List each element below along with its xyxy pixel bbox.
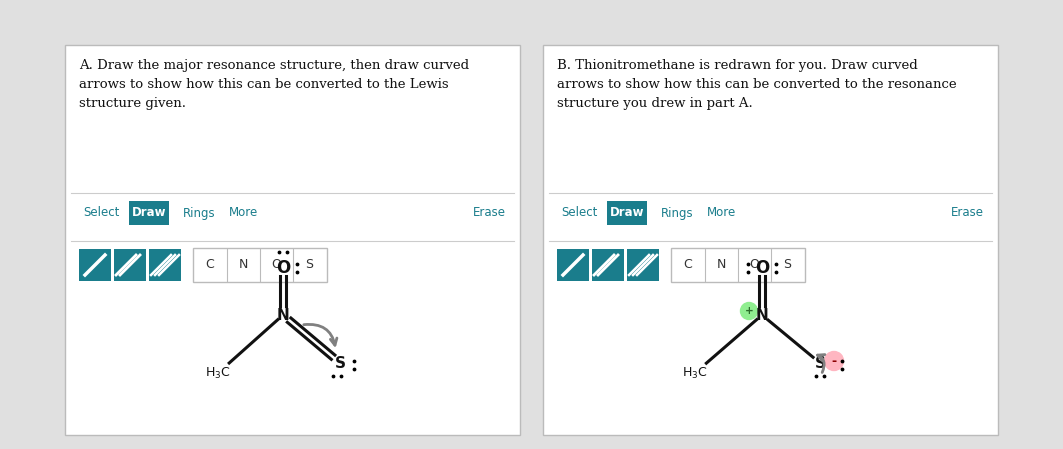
Text: O: O (276, 259, 290, 277)
Text: N: N (756, 308, 769, 322)
Text: N: N (238, 259, 248, 272)
Text: arrows to show how this can be converted to the Lewis: arrows to show how this can be converted… (79, 78, 449, 91)
FancyBboxPatch shape (65, 45, 520, 435)
Text: +: + (744, 306, 754, 316)
Text: Rings: Rings (661, 207, 694, 220)
Circle shape (825, 352, 844, 370)
Text: C: C (684, 259, 692, 272)
Text: H$_3$C: H$_3$C (682, 365, 708, 381)
Text: N: N (716, 259, 726, 272)
Text: S: S (305, 259, 313, 272)
FancyBboxPatch shape (129, 201, 169, 225)
Text: S: S (335, 356, 345, 370)
Text: O: O (749, 259, 759, 272)
FancyBboxPatch shape (557, 249, 589, 281)
Text: Erase: Erase (473, 207, 506, 220)
Text: More: More (707, 207, 737, 220)
Text: Draw: Draw (610, 207, 644, 220)
Text: O: O (271, 259, 281, 272)
Text: A. Draw the major resonance structure, then draw curved: A. Draw the major resonance structure, t… (79, 59, 469, 72)
FancyBboxPatch shape (671, 248, 805, 282)
Text: Select: Select (561, 207, 597, 220)
Text: structure you drew in part A.: structure you drew in part A. (557, 97, 753, 110)
FancyBboxPatch shape (627, 249, 659, 281)
Text: B. Thionitromethane is redrawn for you. Draw curved: B. Thionitromethane is redrawn for you. … (557, 59, 917, 72)
Text: S: S (814, 356, 826, 370)
FancyBboxPatch shape (592, 249, 624, 281)
Text: Select: Select (83, 207, 119, 220)
Text: H$_3$C: H$_3$C (205, 365, 231, 381)
Text: Draw: Draw (132, 207, 166, 220)
Text: -: - (831, 355, 837, 367)
Text: More: More (229, 207, 258, 220)
Text: structure given.: structure given. (79, 97, 186, 110)
FancyBboxPatch shape (607, 201, 647, 225)
Text: arrows to show how this can be converted to the resonance: arrows to show how this can be converted… (557, 78, 957, 91)
Text: C: C (205, 259, 215, 272)
Circle shape (741, 303, 758, 320)
FancyBboxPatch shape (193, 248, 327, 282)
Text: Erase: Erase (951, 207, 984, 220)
FancyBboxPatch shape (79, 249, 111, 281)
Text: S: S (783, 259, 791, 272)
Text: O: O (755, 259, 770, 277)
Text: Rings: Rings (183, 207, 216, 220)
FancyBboxPatch shape (149, 249, 181, 281)
Text: N: N (276, 308, 289, 322)
FancyBboxPatch shape (543, 45, 998, 435)
FancyBboxPatch shape (114, 249, 146, 281)
